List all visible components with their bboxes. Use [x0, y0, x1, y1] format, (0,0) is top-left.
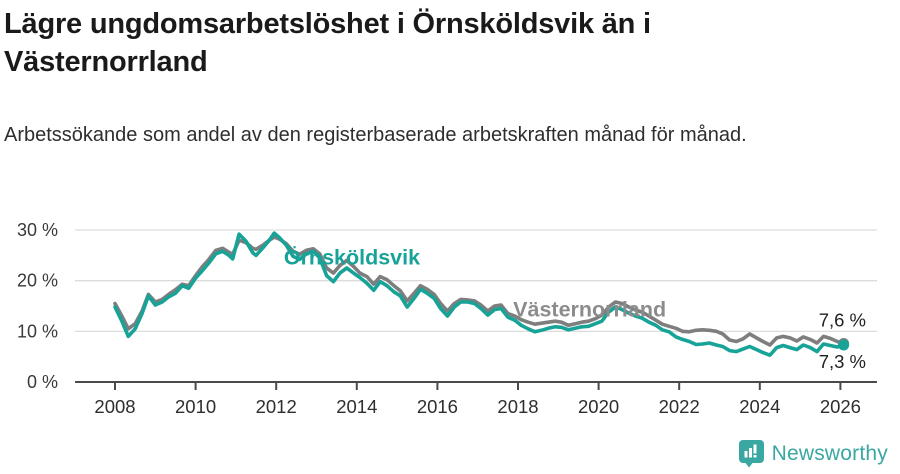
- x-axis-tick-label: 2020: [578, 396, 619, 417]
- x-axis-tick-label: 2018: [497, 396, 538, 417]
- x-axis-tick-label: 2008: [94, 396, 135, 417]
- y-axis-tick-label: 0 %: [27, 372, 58, 392]
- newsworthy-wordmark: Newsworthy: [771, 441, 888, 465]
- chart-subtitle: Arbetssökande som andel av den registerb…: [4, 124, 747, 146]
- x-axis-tick-label: 2014: [336, 396, 377, 417]
- series-label-örnsköldsvik: Örnsköldsvik: [284, 244, 420, 269]
- series-label-västernorrland: Västernorrland: [513, 298, 666, 322]
- y-axis-tick-label: 20 %: [17, 271, 58, 291]
- x-axis-tick-label: 2010: [175, 396, 216, 417]
- chart-title: Lägre ungdomsarbetslöshet i Örnsköldsvik…: [4, 8, 651, 78]
- series-line-örnsköldsvik: [113, 231, 846, 357]
- end-dot-örnsköldsvik: [838, 339, 850, 351]
- y-axis-tick-label: 30 %: [17, 220, 58, 240]
- end-value-label-västernorrland: 7,6 %: [819, 309, 866, 330]
- x-axis-tick-label: 2024: [739, 396, 780, 417]
- end-value-label-örnsköldsvik: 7,3 %: [819, 351, 866, 372]
- x-axis-tick-label: 2022: [659, 396, 700, 417]
- newsworthy-logo-icon: [738, 440, 764, 468]
- newsworthy-attribution: Newsworthy: [738, 439, 888, 468]
- x-axis-tick-label: 2016: [417, 396, 458, 417]
- x-axis-tick-label: 2026: [820, 396, 861, 417]
- y-axis-tick-label: 10 %: [17, 321, 58, 341]
- x-axis-tick-label: 2012: [256, 396, 297, 417]
